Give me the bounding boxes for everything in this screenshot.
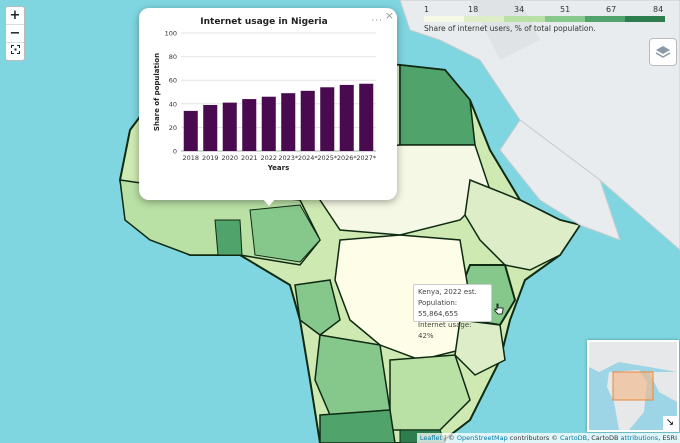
pointer-cursor-icon <box>494 303 504 315</box>
chart-title: Internet usage in Nigeria <box>200 17 328 27</box>
chart-bar <box>281 93 296 151</box>
legend-swatch <box>584 16 625 22</box>
chart-bar <box>242 99 257 151</box>
x-tick-label: 2022 <box>260 154 277 162</box>
legend-tick: 1 <box>424 5 430 14</box>
legend-swatch <box>464 16 505 22</box>
legend-tick: 51 <box>560 5 571 14</box>
legend-tick: 84 <box>653 5 664 14</box>
chart-menu-button[interactable]: ··· <box>371 16 383 26</box>
y-tick-label: 80 <box>169 53 177 61</box>
leaflet-link[interactable]: Leaflet <box>419 434 442 442</box>
legend-swatch <box>424 16 465 22</box>
x-tick-label: 2021 <box>241 154 258 162</box>
x-tick-label: 2023* <box>278 154 299 162</box>
tooltip-country-year: Kenya, 2022 est. <box>418 288 477 296</box>
x-tick-label: 2024* <box>298 154 319 162</box>
legend-tick: 67 <box>606 5 617 14</box>
y-axis-label: Share of population <box>153 53 161 131</box>
chart-bar <box>261 96 276 151</box>
y-tick-label: 40 <box>169 100 177 108</box>
collapse-arrow-icon[interactable]: ↘ <box>663 416 677 430</box>
legend-swatch <box>544 16 585 22</box>
osm-link[interactable]: OpenStreetMap <box>456 434 508 442</box>
minimap[interactable]: ↘ <box>587 340 679 432</box>
attribution-text: , CartoDB <box>587 434 621 442</box>
y-tick-label: 100 <box>165 30 177 38</box>
chart-bar <box>222 102 237 151</box>
x-tick-label: 2020 <box>221 154 238 162</box>
x-tick-label: 2019 <box>202 154 219 162</box>
x-tick-label: 2026* <box>337 154 358 162</box>
layers-button[interactable] <box>649 38 677 66</box>
chart-bar <box>203 104 218 151</box>
y-tick-label: 20 <box>169 124 177 132</box>
zoom-control: + − <box>5 6 25 61</box>
map-attribution: Leaflet | © OpenStreetMap contributors ©… <box>416 433 680 443</box>
layers-icon <box>655 46 671 58</box>
tooltip-population: Population: 55,864,655 <box>418 299 459 318</box>
legend-swatch <box>504 16 545 22</box>
chart-popup: Internet usage in Nigeria ··· × 0 20 40 60 8… <box>139 8 397 200</box>
zoom-in-button[interactable]: + <box>6 7 24 25</box>
legend-ticks: 1 18 34 51 67 84 <box>420 5 665 15</box>
cartodb-link[interactable]: CartoDB <box>559 434 588 442</box>
legend-title: Share of internet users, % of total popu… <box>424 24 596 33</box>
country-hover-tooltip: Kenya, 2022 est. Population: 55,864,655 … <box>413 284 492 340</box>
popup-close-button[interactable]: × <box>384 9 394 22</box>
chart-bar <box>300 90 315 151</box>
chart-bar <box>359 83 374 151</box>
chart-bar <box>339 84 354 151</box>
attribution-text: | © <box>441 434 457 442</box>
attribution-text: , ESRI <box>658 434 677 442</box>
y-tick-label: 60 <box>169 77 177 85</box>
legend-swatch <box>624 16 666 22</box>
attribution-text: contributors © <box>507 434 560 442</box>
popup-tip <box>262 198 276 206</box>
x-tick-label: 2025* <box>317 154 338 162</box>
fullscreen-icon[interactable] <box>6 43 24 60</box>
x-tick-label: 2027* <box>356 154 377 162</box>
y-tick-label: 0 <box>173 148 177 156</box>
x-tick-label: 2018 <box>182 154 199 162</box>
minimap-canvas <box>589 342 677 430</box>
tooltip-internet-usage: Internet usage: 42% <box>418 321 472 340</box>
zoom-out-button[interactable]: − <box>6 25 24 43</box>
legend-tick: 34 <box>514 5 525 14</box>
map-legend: 1 18 34 51 67 84 Share of internet users… <box>420 5 666 33</box>
chart-bar <box>320 87 335 151</box>
chart-bar <box>183 110 198 151</box>
x-axis-label: Years <box>267 164 290 172</box>
legend-tick: 18 <box>468 5 479 14</box>
legend-color-scale <box>424 16 666 22</box>
attributions-link[interactable]: attributions <box>620 434 659 442</box>
